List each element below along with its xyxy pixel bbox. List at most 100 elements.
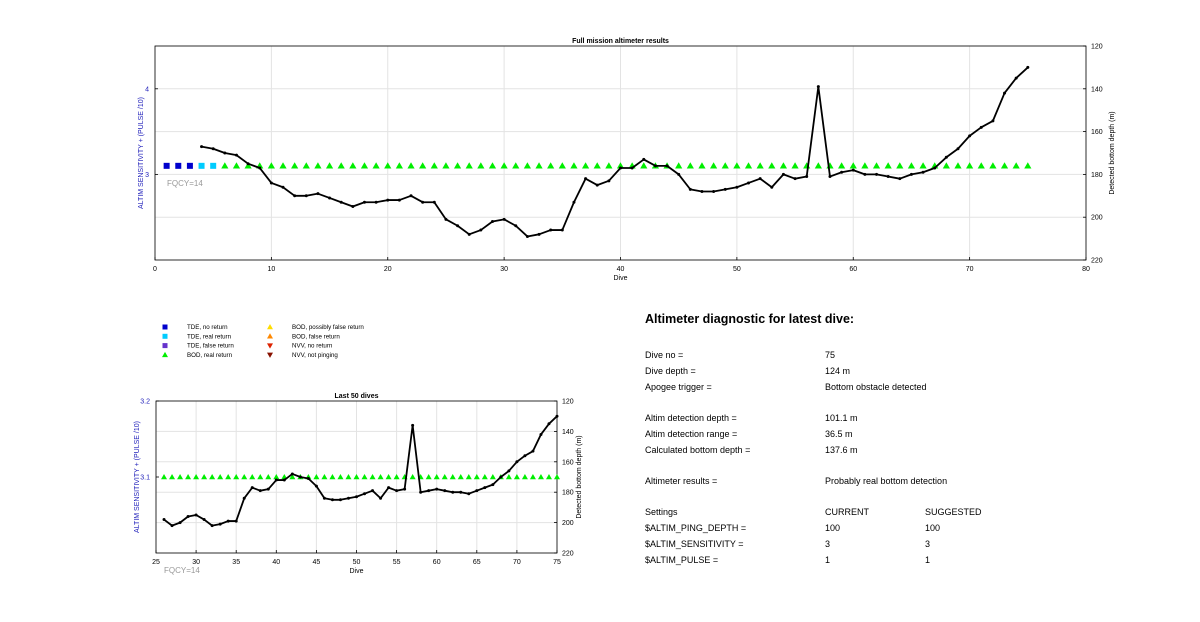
depth-point — [619, 166, 622, 170]
altim-setting-point — [1024, 162, 1032, 169]
altim-setting-point — [535, 162, 543, 169]
altim-setting-point — [361, 474, 368, 480]
altim-setting-point — [1012, 162, 1020, 169]
altim-setting-point — [395, 162, 403, 169]
depth-point — [194, 513, 198, 517]
x-tick-label: 45 — [313, 559, 321, 566]
altim-setting-point — [441, 474, 448, 480]
altim-setting-point — [291, 162, 299, 169]
x-tick-label: 0 — [153, 266, 157, 273]
fqcy-annotation: FQCY=14 — [167, 179, 203, 188]
x-axis-label: Dive — [349, 568, 363, 575]
apogee-trigger-row: Apogee trigger = Bottom obstacle detecte… — [645, 379, 1165, 395]
y-right-tick-label: 160 — [562, 459, 574, 466]
depth-point — [479, 228, 483, 232]
altim-setting-point — [733, 162, 741, 169]
x-tick-label: 25 — [152, 559, 160, 566]
altim-setting-point — [675, 162, 683, 169]
depth-point — [293, 194, 297, 198]
apogee-trigger-label: Apogee trigger = — [645, 382, 712, 392]
legend-marker — [162, 333, 168, 339]
depth-point — [1014, 76, 1018, 80]
altim-setting-point — [257, 474, 264, 480]
altim-setting-point — [289, 474, 296, 480]
altim-setting-point — [442, 162, 450, 169]
altim-setting-point — [457, 474, 464, 480]
legend-entry: TDE, false return — [162, 343, 234, 350]
depth-point — [304, 194, 308, 198]
depth-point — [419, 490, 423, 494]
x-tick-label: 20 — [384, 266, 392, 273]
altim-setting-point — [465, 474, 472, 480]
depth-point — [234, 519, 238, 523]
sensitivity-label: $ALTIM_SENSITIVITY = — [645, 539, 744, 549]
altim-setting-point — [419, 162, 427, 169]
altim-setting-point — [814, 162, 822, 169]
detection-depth-row: Altim detection depth = 101.1 m — [645, 410, 1165, 426]
legend-label: TDE, real return — [187, 333, 232, 340]
altim-setting-point — [267, 162, 275, 169]
depth-point — [956, 147, 960, 151]
altim-setting-point — [989, 162, 997, 169]
altim-setting-point — [175, 162, 182, 169]
depth-point — [547, 422, 551, 426]
depth-point — [793, 177, 797, 181]
x-tick-label: 40 — [272, 559, 280, 566]
depth-point — [1026, 65, 1030, 69]
apogee-trigger-value: Bottom obstacle detected — [825, 382, 927, 392]
depth-point — [316, 192, 320, 196]
depth-point — [898, 177, 902, 181]
altim-setting-point — [169, 474, 176, 480]
altim-setting-point — [453, 162, 462, 169]
altim-setting-point — [345, 474, 352, 480]
depth-point — [355, 495, 358, 499]
legend-marker — [162, 343, 168, 349]
altim-setting-point — [372, 162, 380, 169]
x-tick-label: 55 — [393, 559, 401, 566]
depth-point — [451, 490, 455, 494]
depth-point — [371, 489, 375, 493]
depth-point — [909, 172, 913, 176]
altim-setting-point — [919, 162, 927, 169]
altim-setting-point — [1000, 162, 1009, 169]
depth-point — [200, 145, 204, 149]
altim-setting-point — [570, 162, 578, 169]
legend-entry: TDE, real return — [162, 333, 232, 340]
depth-point — [411, 423, 415, 427]
altim-setting-point — [217, 474, 224, 480]
depth-point — [828, 175, 832, 179]
ping-depth-suggested: 100 — [925, 523, 941, 533]
full-mission-chart: 0 10 20 30 40 50 60 70 8034120140160180200220Ful… — [138, 38, 1116, 282]
series-detected-bottom-depth — [200, 65, 1030, 238]
depth-point — [223, 151, 227, 155]
legend-entry: BOD, possibly false return — [267, 324, 364, 331]
depth-point — [266, 487, 270, 491]
depth-point — [443, 489, 447, 493]
depth-point — [290, 472, 294, 476]
y-right-tick-label: 220 — [1091, 258, 1103, 265]
depth-point — [362, 200, 366, 204]
depth-point — [979, 125, 983, 129]
depth-point — [490, 219, 494, 223]
legend-marker — [267, 333, 273, 339]
y-right-ticks: 120 140 160 180 200 220 — [1083, 44, 1103, 265]
depth-point — [432, 200, 436, 204]
altim-setting-point — [349, 162, 357, 169]
legend-label: BOD, false return — [292, 333, 340, 340]
depth-line — [201, 66, 1029, 238]
depth-point — [314, 484, 318, 488]
depth-point — [379, 496, 383, 500]
series-tde-no-return — [163, 162, 193, 169]
altim-setting-point — [337, 474, 344, 480]
depth-point — [781, 172, 785, 176]
altimeter-results-label: Altimeter results = — [645, 476, 718, 486]
depth-point — [537, 232, 541, 236]
current-header: CURRENT — [825, 507, 869, 517]
altim-setting-point — [849, 162, 857, 169]
altim-setting-point — [791, 162, 799, 169]
depth-point — [523, 454, 527, 458]
calculated-depth-label: Calculated bottom depth = — [645, 445, 751, 455]
depth-point — [269, 181, 273, 185]
altim-setting-point — [409, 474, 416, 480]
altim-setting-point — [177, 474, 184, 480]
